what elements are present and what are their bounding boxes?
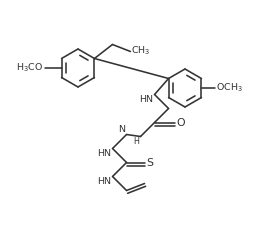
Text: HN: HN xyxy=(140,95,153,104)
Text: HN: HN xyxy=(97,149,112,158)
Text: CH$_3$: CH$_3$ xyxy=(132,44,151,57)
Text: H$_3$CO: H$_3$CO xyxy=(16,62,44,74)
Text: OCH$_3$: OCH$_3$ xyxy=(216,82,244,94)
Text: H: H xyxy=(134,137,140,146)
Text: O: O xyxy=(177,117,185,128)
Text: HN: HN xyxy=(97,178,112,187)
Text: N: N xyxy=(118,124,126,133)
Text: S: S xyxy=(147,158,153,167)
